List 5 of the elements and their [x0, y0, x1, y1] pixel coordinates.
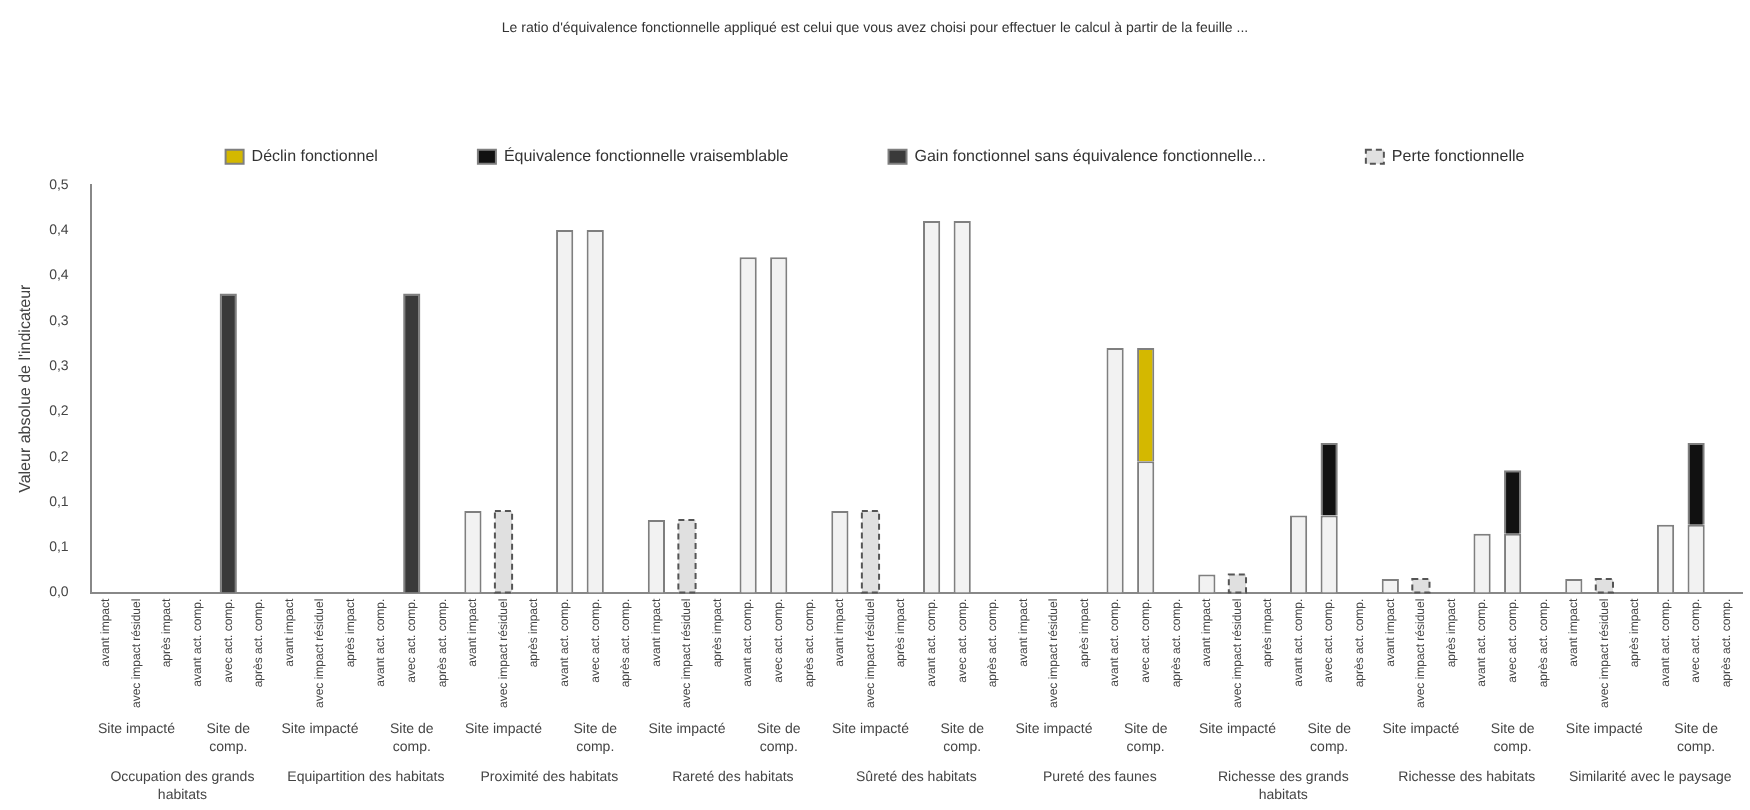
- legend-label: Équivalence fonctionnelle vraisemblable: [503, 147, 790, 166]
- y-axis-title: Valeur absolue de l'indicateur: [16, 283, 35, 493]
- legend-label: Gain fonctionnel sans équivalence fonctionnelle...: [914, 147, 1266, 166]
- legend-label: Perte fonctionnelle: [1391, 147, 1526, 166]
- legend-label: Déclin fonctionnel: [251, 147, 379, 166]
